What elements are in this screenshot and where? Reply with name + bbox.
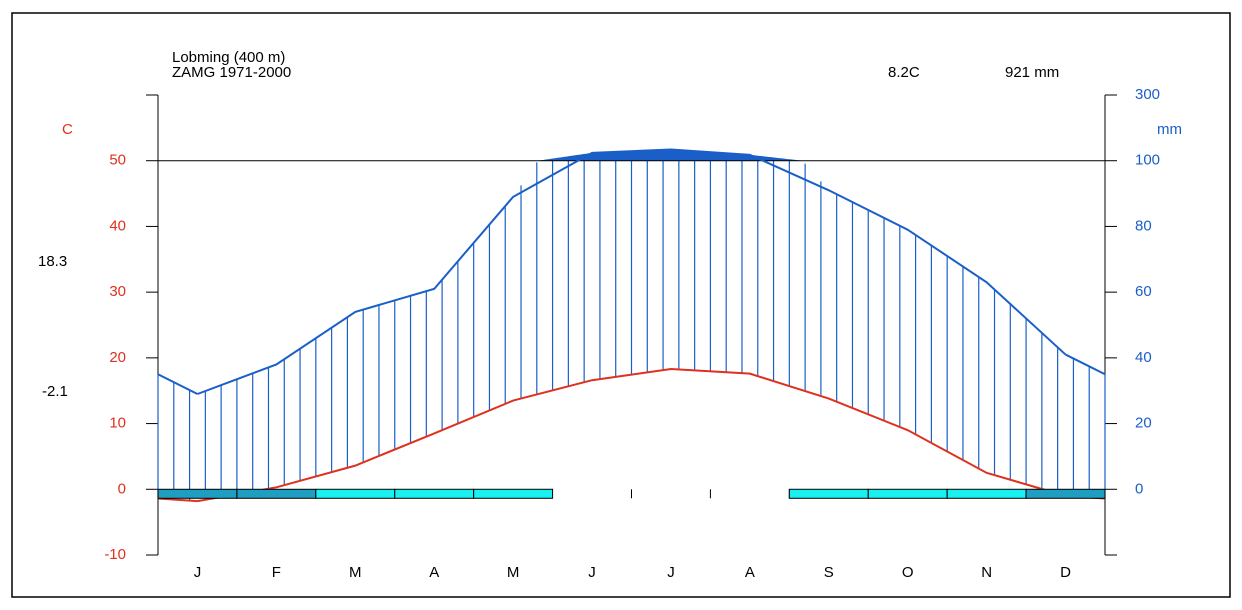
x-tick-label: S: [824, 564, 834, 581]
frost-bar: [867, 488, 948, 499]
annual-precipitation: 921 mm: [1005, 64, 1059, 81]
annual-temperature: 8.2C: [888, 64, 920, 81]
y2-tick-label: 100: [1135, 152, 1160, 169]
x-tick-label: D: [1060, 564, 1071, 581]
y2-tick-label: 40: [1135, 349, 1152, 366]
y-tick-label: 30: [109, 283, 126, 300]
frost-bar: [157, 488, 238, 499]
frost-bar: [315, 488, 396, 499]
chart-title: Lobming (400 m): [172, 49, 285, 66]
frost-bar: [473, 488, 554, 499]
annotation: -2.1: [42, 383, 68, 400]
x-tick-label: J: [667, 564, 675, 581]
x-tick-label: A: [745, 564, 755, 581]
chart-subtitle: ZAMG 1971-2000: [172, 64, 291, 81]
frost-bar: [788, 488, 869, 499]
x-tick-label: M: [507, 564, 520, 581]
x-tick-label: J: [588, 564, 596, 581]
x-tick-label: N: [981, 564, 992, 581]
y-tick-label: -10: [104, 546, 126, 563]
y-tick-label: 10: [109, 415, 126, 432]
y-axis-label: C: [62, 121, 73, 138]
x-tick-label: M: [349, 564, 362, 581]
y2-tick-label: 60: [1135, 283, 1152, 300]
y2-tick-label: 0: [1135, 480, 1143, 497]
frost-bar: [394, 488, 475, 499]
y2-tick-label: 80: [1135, 217, 1152, 234]
line-edge: [157, 497, 198, 503]
x-tick-label: J: [194, 564, 202, 581]
frost-bar: [236, 488, 317, 499]
annotation: 18.3: [38, 253, 67, 270]
y-tick-label: 20: [109, 349, 126, 366]
frost-bar: [1025, 488, 1106, 499]
frost-bar: [946, 488, 1027, 499]
y-tick-label: 0: [118, 480, 126, 497]
y-tick-label: 50: [109, 152, 126, 169]
y2-tick-label: 20: [1135, 415, 1152, 432]
x-tick-label: A: [429, 564, 439, 581]
line: [197, 148, 1067, 395]
humid-fill: [158, 149, 1105, 161]
y-tick-label: 40: [109, 217, 126, 234]
line-edge: [1065, 353, 1106, 376]
line: [197, 368, 1066, 503]
frame: [11, 12, 1231, 598]
line-edge: [157, 373, 198, 395]
x-tick-label: F: [272, 564, 281, 581]
x-tick-label: O: [902, 564, 914, 581]
y2-tick-label: 300: [1135, 86, 1160, 103]
y2-axis-label: mm: [1157, 121, 1182, 138]
